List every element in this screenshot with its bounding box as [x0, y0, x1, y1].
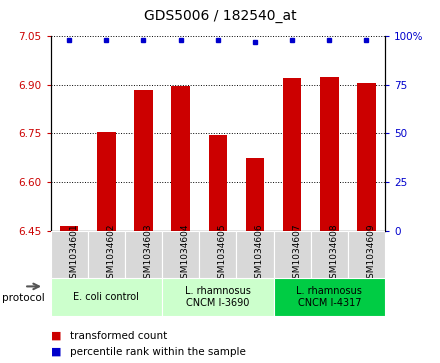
Bar — [209, 135, 227, 231]
Bar — [357, 83, 376, 231]
Bar — [51, 278, 162, 316]
Bar — [311, 231, 348, 278]
Bar — [246, 158, 264, 231]
Bar — [60, 226, 78, 231]
Bar — [274, 231, 311, 278]
Text: GSM1034602: GSM1034602 — [106, 224, 115, 284]
Text: GDS5006 / 182540_at: GDS5006 / 182540_at — [144, 9, 296, 23]
Bar — [162, 231, 199, 278]
Text: GSM1034606: GSM1034606 — [255, 224, 264, 285]
Text: ■: ■ — [51, 347, 61, 357]
Bar — [97, 132, 116, 231]
Text: GSM1034608: GSM1034608 — [329, 224, 338, 285]
Bar — [88, 231, 125, 278]
Bar — [274, 278, 385, 316]
Text: GSM1034604: GSM1034604 — [181, 224, 190, 284]
Text: protocol: protocol — [2, 293, 45, 303]
Text: L. rhamnosus
CNCM I-3690: L. rhamnosus CNCM I-3690 — [185, 286, 251, 307]
Bar — [283, 78, 301, 231]
Text: transformed count: transformed count — [70, 331, 168, 341]
Bar — [125, 231, 162, 278]
Bar — [236, 231, 274, 278]
Bar — [51, 231, 88, 278]
Text: ■: ■ — [51, 331, 61, 341]
Bar — [320, 77, 338, 231]
Bar — [171, 86, 190, 231]
Text: GSM1034607: GSM1034607 — [292, 224, 301, 285]
Text: GSM1034603: GSM1034603 — [143, 224, 153, 285]
Bar — [134, 90, 153, 231]
Bar — [162, 278, 274, 316]
Text: GSM1034601: GSM1034601 — [69, 224, 78, 285]
Text: percentile rank within the sample: percentile rank within the sample — [70, 347, 246, 357]
Bar — [199, 231, 236, 278]
Text: L. rhamnosus
CNCM I-4317: L. rhamnosus CNCM I-4317 — [296, 286, 362, 307]
Text: GSM1034609: GSM1034609 — [367, 224, 375, 285]
Bar — [348, 231, 385, 278]
Text: GSM1034605: GSM1034605 — [218, 224, 227, 285]
Text: E. coli control: E. coli control — [73, 292, 139, 302]
